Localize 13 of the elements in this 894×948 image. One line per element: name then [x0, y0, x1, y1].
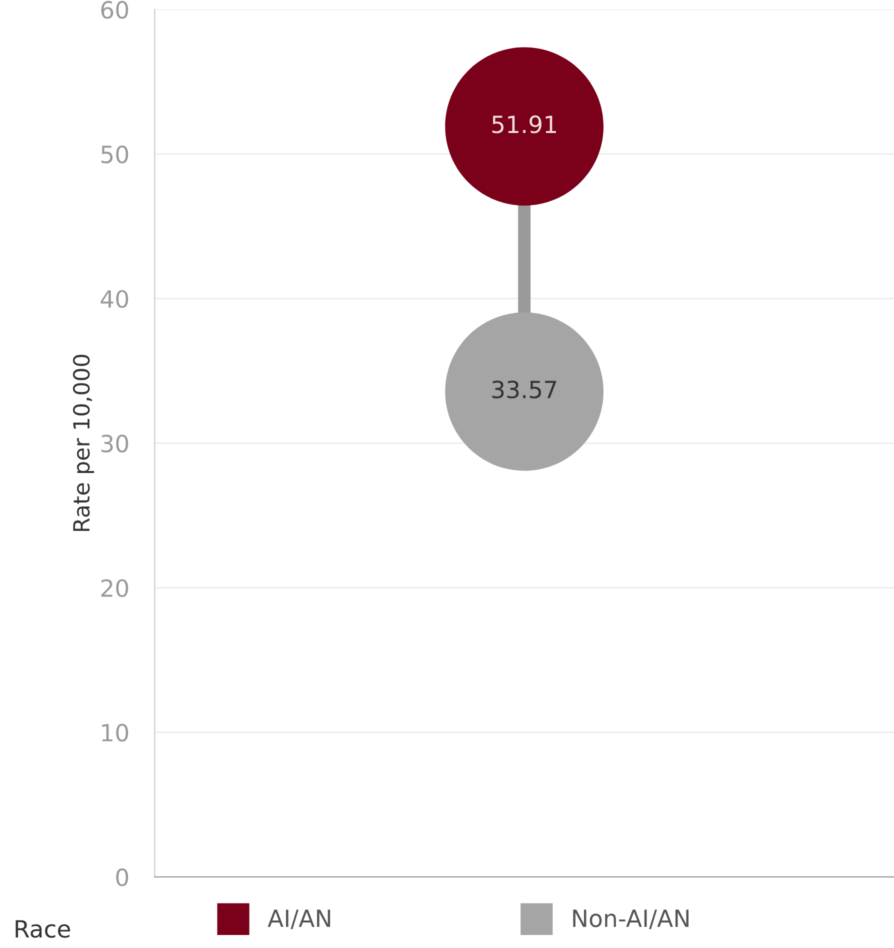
- legend-label: Non-AI/AN: [573, 910, 688, 930]
- data-label: 33.57: [492, 380, 556, 398]
- y-axis-title: Rate per 10,000: [72, 354, 94, 531]
- y-tick-label: 40: [100, 290, 128, 308]
- y-tick-label: 50: [101, 145, 128, 164]
- legend-label: AI/AN: [268, 910, 330, 930]
- y-tick-label: 60: [101, 0, 128, 19]
- y-tick-label: 30: [101, 434, 128, 452]
- y-tick-label: 10: [102, 724, 128, 742]
- y-tick-label: 20: [101, 579, 128, 598]
- legend-title: Race: [16, 920, 70, 938]
- y-tick-label: 0: [116, 868, 128, 886]
- data-label: 51.91: [492, 115, 556, 134]
